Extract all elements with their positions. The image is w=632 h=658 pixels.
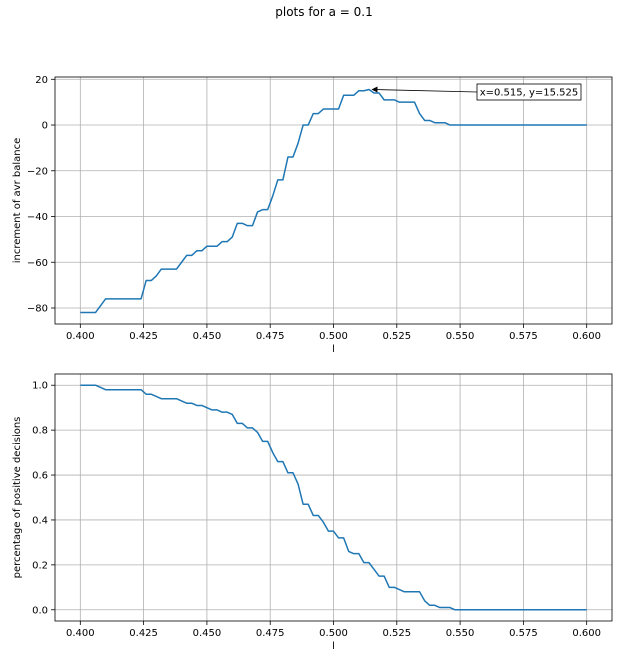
y-tick-label: −20 <box>27 166 48 177</box>
annotation-arrow <box>374 89 478 93</box>
x-tick-label: 0.425 <box>129 628 158 639</box>
x-axis-label: l <box>332 344 335 355</box>
annotation-arrowhead <box>371 86 378 93</box>
y-tick-label: −40 <box>27 212 48 223</box>
x-tick-label: 0.425 <box>129 331 158 342</box>
y-axis-label: increment of avr balance <box>12 138 23 264</box>
y-tick-label: 0.8 <box>32 426 48 437</box>
x-tick-label: 0.525 <box>382 331 411 342</box>
y-tick-label: 1.0 <box>32 381 48 392</box>
x-tick-label: 0.500 <box>319 331 348 342</box>
series-line <box>80 88 587 314</box>
x-tick-label: 0.400 <box>66 331 95 342</box>
y-tick-label: 0.0 <box>32 605 48 616</box>
x-tick-label: 0.500 <box>319 628 348 639</box>
x-tick-label: 0.575 <box>509 628 538 639</box>
bottom-plot: 0.400 0.425 0.450 0.475 0.500 0.525 0.550 0.575… <box>12 373 613 652</box>
x-tick-label: 0.475 <box>256 331 285 342</box>
y-tick-label: 0.4 <box>32 515 48 526</box>
y-tick-label: 0.6 <box>32 471 48 482</box>
annotation-box <box>476 83 582 101</box>
series-line <box>80 384 587 611</box>
y-tick-label: 20 <box>35 75 48 86</box>
annotation-text: x=0.515, y=15.525 <box>480 88 579 99</box>
x-tick-label: 0.600 <box>572 628 601 639</box>
x-tick-label: 0.550 <box>446 628 475 639</box>
x-tick-label: 0.550 <box>446 331 475 342</box>
y-tick-label: −80 <box>27 303 48 314</box>
y-axis-label: percentage of positive decisions <box>12 417 23 579</box>
figure-title: plots for a = 0.1 <box>275 5 373 19</box>
x-tick-label: 0.450 <box>193 331 222 342</box>
x-tick-label: 0.400 <box>66 628 95 639</box>
x-tick-label: 0.475 <box>256 628 285 639</box>
x-tick-label: 0.525 <box>382 628 411 639</box>
x-tick-label: 0.450 <box>193 628 222 639</box>
y-tick-label: 0 <box>42 121 48 132</box>
x-axis-label: l <box>332 641 335 652</box>
y-tick-label: −60 <box>27 258 48 269</box>
y-tick-label: 0.2 <box>32 560 48 571</box>
x-tick-label: 0.600 <box>572 331 601 342</box>
x-tick-label: 0.575 <box>509 331 538 342</box>
top-plot: 0.400 0.425 0.450 0.475 0.500 0.525 0.550 0.575… <box>12 75 613 355</box>
